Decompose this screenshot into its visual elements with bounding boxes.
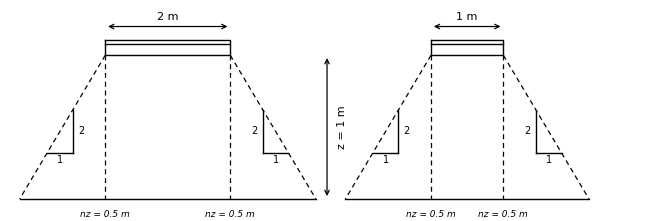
Text: 2: 2 bbox=[78, 126, 84, 136]
Text: 2: 2 bbox=[524, 126, 530, 136]
Text: 1: 1 bbox=[545, 155, 552, 165]
Text: 2 m: 2 m bbox=[157, 12, 178, 22]
Text: 1: 1 bbox=[57, 155, 63, 165]
Text: 2: 2 bbox=[404, 126, 410, 136]
Text: 1 m: 1 m bbox=[457, 12, 478, 22]
Text: nz = 0.5 m: nz = 0.5 m bbox=[406, 210, 456, 219]
Text: z = 1 m: z = 1 m bbox=[337, 105, 347, 149]
Text: 1: 1 bbox=[382, 155, 389, 165]
Text: nz = 0.5 m: nz = 0.5 m bbox=[205, 210, 255, 219]
Text: nz = 0.5 m: nz = 0.5 m bbox=[478, 210, 528, 219]
Text: nz = 0.5 m: nz = 0.5 m bbox=[80, 210, 130, 219]
Text: 1: 1 bbox=[272, 155, 279, 165]
Text: 2: 2 bbox=[251, 126, 257, 136]
